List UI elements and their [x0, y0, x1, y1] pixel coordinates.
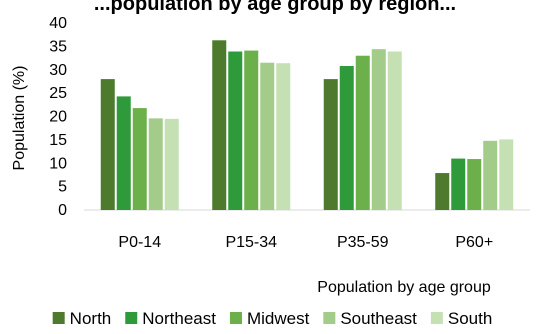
y-axis-ticks: 0 5 10 15 20 25 30 35 40: [49, 15, 67, 219]
y-tick-label: 35: [49, 38, 67, 55]
legend-swatch: [125, 312, 138, 324]
legend-label: Midwest: [247, 309, 310, 328]
bar: [164, 118, 179, 210]
chart-title: ...population by age group by region...: [94, 0, 456, 15]
x-tick-label: P0-14: [118, 234, 161, 251]
bar: [435, 173, 450, 210]
bar: [355, 55, 370, 210]
x-tick-label: P15-34: [225, 234, 277, 251]
legend-item: Southeast: [323, 309, 417, 328]
y-axis-label: Population (%): [11, 66, 28, 171]
y-tick-label: 20: [49, 109, 67, 126]
bar: [132, 108, 147, 210]
legend-swatch: [430, 312, 443, 324]
bar: [339, 66, 354, 210]
y-tick-label: 5: [58, 179, 67, 196]
legend-label: South: [448, 309, 492, 328]
legend-swatch: [323, 312, 336, 324]
bar: [148, 118, 163, 210]
y-tick-label: 15: [49, 132, 67, 149]
bar: [276, 63, 291, 210]
bar: [483, 140, 498, 210]
bar: [100, 79, 115, 210]
bar: [499, 139, 514, 210]
x-axis-label: Population by age group: [317, 279, 491, 296]
legend-item: Midwest: [229, 309, 310, 328]
y-tick-label: 25: [49, 85, 67, 102]
legend-item: North: [52, 309, 112, 328]
bar: [323, 79, 338, 210]
bar: [387, 51, 402, 210]
bar: [244, 50, 259, 210]
bar: [116, 96, 131, 210]
x-axis-ticks: P0-14 P15-34 P35-59 P60+: [118, 234, 493, 251]
legend-label: Southeast: [340, 309, 417, 328]
legend-swatch: [229, 312, 242, 324]
bar: [212, 40, 227, 210]
bar: [371, 49, 386, 211]
legend-item: Northeast: [125, 309, 216, 328]
legend-label: Northeast: [142, 309, 216, 328]
legend-swatch: [52, 312, 65, 324]
bar: [228, 51, 243, 210]
y-tick-label: 10: [49, 155, 67, 172]
x-tick-label: P35-59: [337, 234, 389, 251]
legend-item: South: [430, 309, 492, 328]
y-tick-label: 40: [49, 15, 67, 32]
bar: [260, 62, 275, 210]
bar: [467, 159, 482, 210]
y-tick-label: 0: [58, 202, 67, 219]
legend-label: North: [70, 309, 112, 328]
bars: [100, 40, 514, 211]
y-tick-label: 30: [49, 62, 67, 79]
bar: [451, 158, 466, 210]
x-tick-label: P60+: [455, 234, 493, 251]
legend: North Northeast Midwest Southeast South: [52, 309, 492, 328]
